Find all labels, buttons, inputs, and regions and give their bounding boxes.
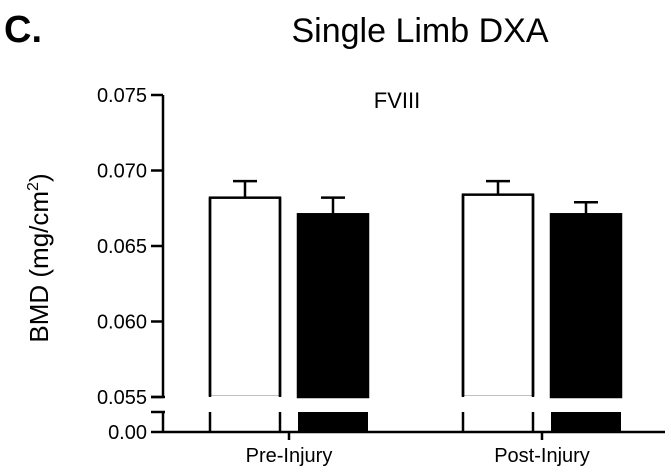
bar-break-cover (461, 396, 535, 399)
y-axis-label-superscript: 2 (25, 182, 42, 191)
bar-lower (298, 412, 368, 432)
y-tick-label: 0.060 (97, 312, 147, 334)
y-tick-label: 0.070 (97, 161, 147, 183)
tick-labels: 0.055 0.060 0.065 0.070 0.075 0.00 Pre-Injury P… (97, 85, 590, 467)
y-axis-label: BMD (mg/cm2) (24, 173, 54, 342)
bar (549, 213, 623, 399)
bar (461, 193, 535, 399)
bar (296, 213, 370, 399)
chart-subtitle: FVIII (374, 88, 420, 113)
y-tick-label: 0.00 (108, 422, 147, 444)
bar (208, 196, 282, 399)
y-tick-label: 0.075 (97, 85, 147, 107)
y-axis-label-close: ) (24, 173, 54, 182)
x-tick-label: Pre-Injury (246, 445, 333, 467)
y-axis-label-text: BMD (mg/cm (24, 191, 54, 343)
x-tick-label: Post-Injury (494, 445, 590, 467)
y-tick-label: 0.055 (97, 387, 147, 409)
bar-lower (551, 412, 621, 432)
bar-break-cover (208, 396, 282, 399)
panel-label: C. (4, 9, 42, 51)
chart-title: Single Limb DXA (291, 12, 548, 50)
bars (208, 179, 623, 432)
y-tick-label: 0.065 (97, 236, 147, 258)
